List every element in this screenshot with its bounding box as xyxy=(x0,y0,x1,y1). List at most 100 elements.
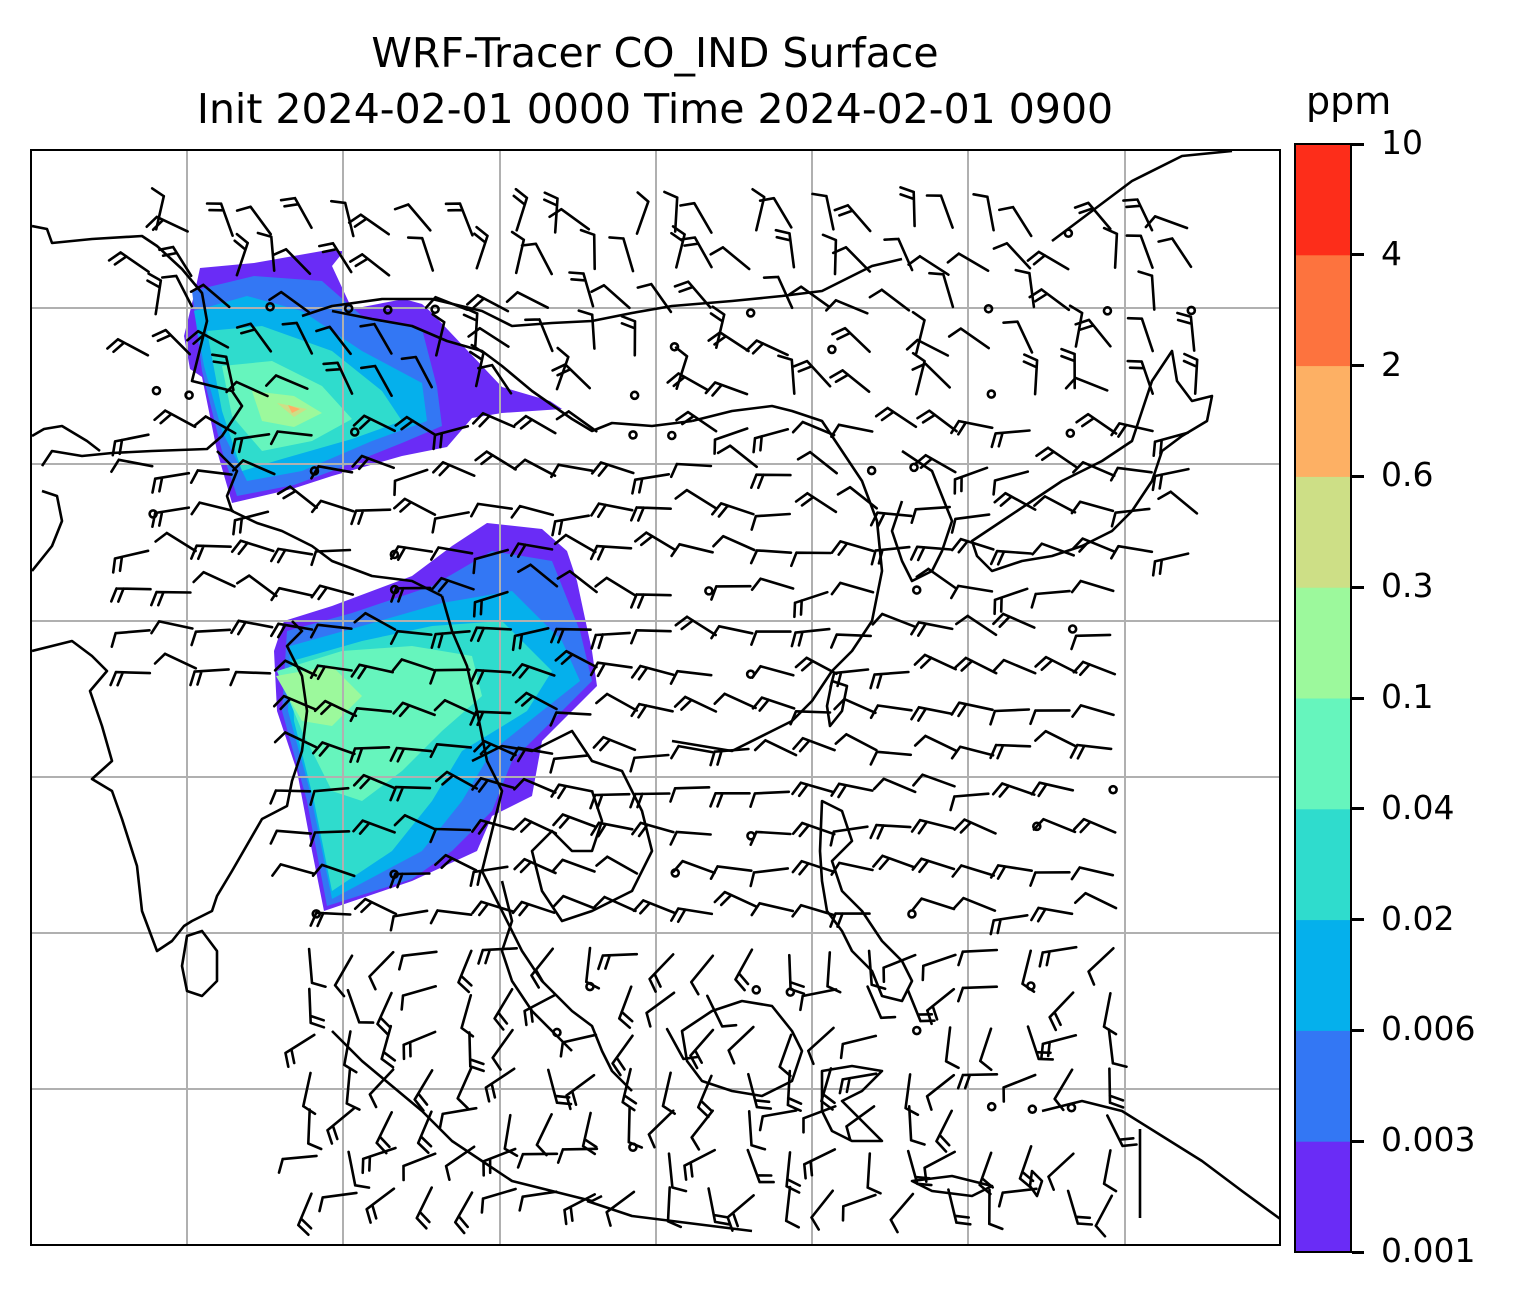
wind-barb xyxy=(762,275,794,310)
wind-barb xyxy=(803,1148,837,1180)
wind-barb xyxy=(1032,817,1077,834)
wind-barb xyxy=(1074,318,1112,348)
wind-barb xyxy=(349,253,391,277)
wind-barb xyxy=(839,1034,878,1060)
wind-barb xyxy=(1152,431,1190,457)
wind-barb xyxy=(469,668,512,685)
wind-barb xyxy=(347,213,390,236)
wind-barb xyxy=(353,611,397,631)
wind-barb xyxy=(953,466,989,495)
wind-barb xyxy=(618,985,634,1029)
wind-barb xyxy=(734,948,754,992)
wind-barb xyxy=(871,612,916,628)
wind-barb xyxy=(510,504,555,519)
wind-barb xyxy=(630,629,672,645)
wind-barb xyxy=(915,567,958,590)
wind-barb xyxy=(431,313,446,357)
map-subtitle: Init 2024-02-01 0000 Time 2024-02-01 090… xyxy=(196,85,1114,133)
colorbar-tick-label: 4 xyxy=(1381,233,1402,273)
wind-barb xyxy=(593,895,637,913)
calm-wind-circle xyxy=(1032,821,1042,832)
wind-barb xyxy=(870,545,911,566)
wind-barb xyxy=(510,746,554,763)
wind-barb xyxy=(359,322,393,355)
wind-barb xyxy=(471,819,515,835)
wind-barb xyxy=(629,792,671,809)
wind-barb xyxy=(753,739,798,757)
wind-barb xyxy=(944,1026,960,1070)
wind-barb xyxy=(1102,992,1118,1036)
wind-barb xyxy=(796,450,838,475)
wind-barb xyxy=(265,374,309,390)
wind-barb xyxy=(829,912,871,928)
wind-barb xyxy=(349,746,391,764)
wind-barb xyxy=(330,199,355,238)
wind-barb xyxy=(307,947,327,988)
wind-barb xyxy=(457,949,473,994)
wind-barb xyxy=(683,1148,716,1181)
wind-barb xyxy=(467,326,510,348)
wind-barb xyxy=(869,750,913,766)
colorbar-unit: ppm xyxy=(1306,79,1392,123)
colorbar-band xyxy=(1295,587,1351,699)
coast-malay-peninsula xyxy=(500,880,573,1052)
wind-barb xyxy=(1014,268,1036,309)
wind-barb xyxy=(750,473,792,490)
wind-barb xyxy=(231,433,271,455)
wind-barb xyxy=(950,584,994,600)
wind-barb xyxy=(276,485,318,509)
calm-wind-circle xyxy=(628,1142,638,1153)
wind-barb xyxy=(1126,316,1154,353)
wind-barb xyxy=(829,825,869,847)
wind-barb xyxy=(551,363,591,390)
colorbar-tick xyxy=(1352,364,1364,368)
wind-barb xyxy=(1122,198,1154,232)
wind-barb xyxy=(151,328,192,356)
calm-wind-circle xyxy=(349,427,360,437)
wind-barb xyxy=(1110,544,1154,560)
wind-barb xyxy=(310,584,355,601)
wind-barb xyxy=(706,994,738,1028)
wind-barb xyxy=(1031,542,1075,557)
wind-barb xyxy=(111,549,150,574)
wind-barb xyxy=(434,853,478,872)
wind-barb xyxy=(1102,226,1119,269)
wind-barb xyxy=(193,415,237,435)
wind-barb xyxy=(758,196,793,229)
wind-barb xyxy=(462,306,479,349)
colorbar-tick-label: 0.3 xyxy=(1381,566,1434,606)
wind-barb xyxy=(595,692,639,712)
wind-barb xyxy=(109,670,152,687)
wind-barb xyxy=(236,574,278,598)
coast-java xyxy=(586,1199,753,1233)
wind-barb xyxy=(548,207,591,231)
wind-barb xyxy=(1109,466,1153,482)
wind-barb xyxy=(674,615,717,637)
calm-wind-circle xyxy=(1027,1104,1038,1115)
wind-barb xyxy=(634,531,677,552)
wind-barb xyxy=(503,1113,519,1157)
wind-barb xyxy=(957,985,999,1003)
wind-barb xyxy=(510,542,554,559)
wind-barb xyxy=(151,506,191,528)
wind-barb xyxy=(511,663,556,679)
wind-barb xyxy=(510,230,526,275)
colorbar xyxy=(1294,143,1352,1253)
wind-barb xyxy=(189,668,230,687)
calm-wind-circle xyxy=(265,301,275,312)
colorbar-tick xyxy=(1352,1139,1364,1143)
wind-barb xyxy=(899,186,916,228)
wind-barb xyxy=(552,813,596,829)
wind-barb xyxy=(402,1152,437,1182)
wind-barb xyxy=(1075,412,1118,435)
wind-barb xyxy=(190,628,232,647)
wind-barb xyxy=(1157,237,1193,269)
wind-barb xyxy=(911,351,926,396)
wind-barb xyxy=(709,792,751,808)
wind-barb xyxy=(751,665,795,679)
wind-barb xyxy=(866,985,897,1020)
wind-barb xyxy=(590,461,635,477)
wind-barb xyxy=(312,741,356,757)
wind-barb xyxy=(477,947,518,965)
colorbar-tick-label: 0.02 xyxy=(1381,898,1455,938)
